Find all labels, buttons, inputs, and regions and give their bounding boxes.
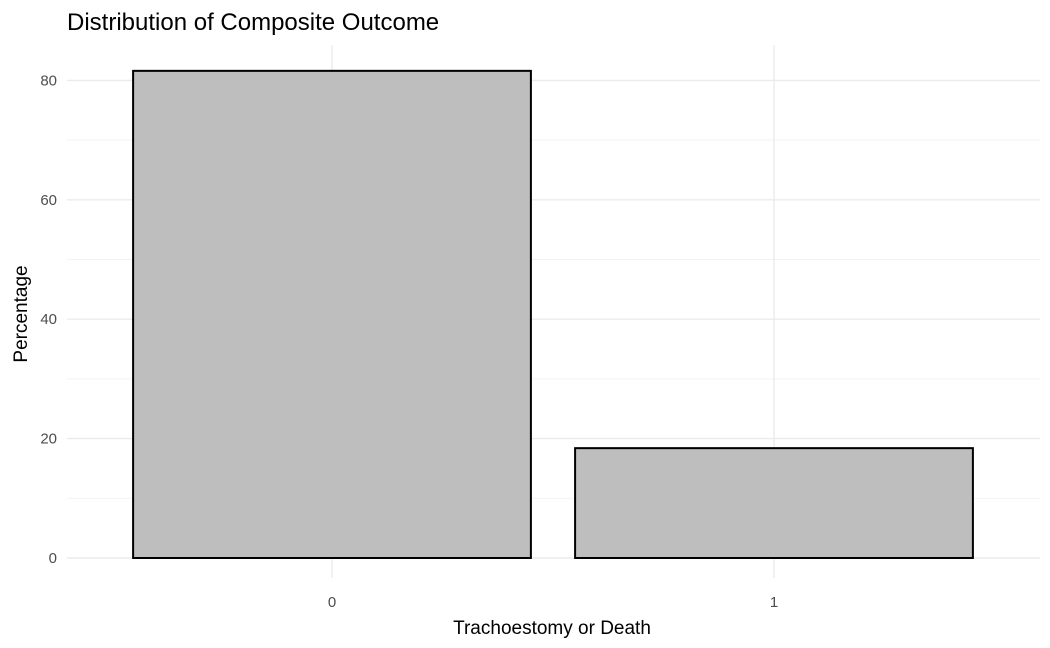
x-tick-label: 0 — [328, 594, 336, 611]
chart-title: Distribution of Composite Outcome — [67, 9, 439, 36]
y-tick-label: 60 — [40, 192, 57, 209]
y-tick-label: 80 — [40, 72, 57, 89]
bar-layer — [132, 69, 974, 560]
x-tick-label: 1 — [770, 594, 778, 611]
y-tick-label: 40 — [40, 311, 57, 328]
y-axis-ticks: 0 20 40 60 80 — [40, 72, 57, 567]
x-axis-title: Trachoestomy or Death — [453, 618, 651, 639]
bar-1 — [574, 447, 974, 560]
bar-0 — [132, 69, 532, 560]
y-tick-label: 0 — [49, 550, 57, 567]
y-axis-title: Percentage — [11, 265, 32, 362]
y-tick-label: 20 — [40, 431, 57, 448]
